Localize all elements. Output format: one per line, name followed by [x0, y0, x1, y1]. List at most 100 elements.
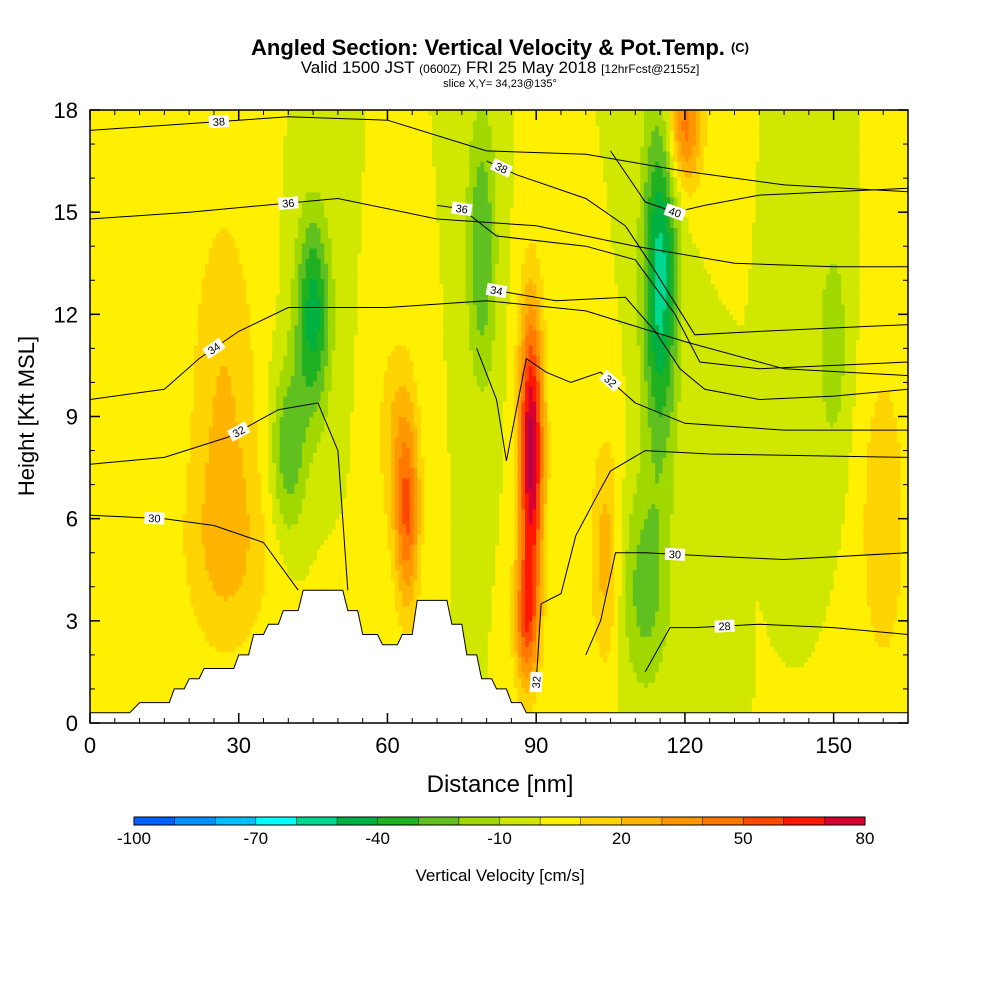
velocity-cell [228, 457, 232, 463]
velocity-cell [205, 595, 209, 601]
velocity-cell [123, 565, 127, 571]
velocity-cell [213, 294, 217, 300]
velocity-cell [168, 600, 172, 606]
velocity-cell [123, 452, 127, 458]
velocity-cell [112, 677, 116, 683]
velocity-cell [231, 493, 235, 499]
velocity-cell [149, 590, 153, 596]
velocity-cell [123, 524, 127, 530]
velocity-cell [138, 575, 142, 581]
velocity-cell [94, 146, 98, 152]
velocity-cell [120, 335, 124, 341]
velocity-cell [101, 279, 105, 285]
velocity-cell [172, 233, 176, 239]
velocity-cell [205, 202, 209, 208]
velocity-cell [135, 529, 139, 535]
velocity-cell [242, 585, 246, 591]
velocity-cell [131, 233, 135, 239]
velocity-cell [131, 575, 135, 581]
velocity-cell [131, 289, 135, 295]
velocity-cell [138, 462, 142, 468]
velocity-cell [209, 585, 213, 591]
velocity-cell [216, 432, 220, 438]
velocity-cell [176, 534, 180, 540]
velocity-cell [138, 350, 142, 356]
velocity-cell [120, 187, 124, 193]
velocity-cell [224, 519, 228, 525]
velocity-cell [205, 549, 209, 555]
velocity-cell [142, 498, 146, 504]
velocity-cell [135, 493, 139, 499]
velocity-cell [205, 657, 209, 663]
velocity-cell [213, 457, 217, 463]
velocity-cell [187, 325, 191, 331]
velocity-cell [242, 636, 246, 642]
velocity-cell [142, 473, 146, 479]
velocity-cell [231, 411, 235, 417]
velocity-cell [138, 110, 142, 116]
velocity-cell [179, 187, 183, 193]
velocity-cell [209, 233, 213, 239]
velocity-cell [190, 325, 194, 331]
velocity-cell [190, 253, 194, 259]
velocity-cell [228, 452, 232, 458]
velocity-cell [187, 488, 191, 494]
velocity-cell [142, 355, 146, 361]
velocity-cell [194, 616, 198, 622]
velocity-cell [231, 187, 235, 193]
velocity-cell [120, 268, 124, 274]
velocity-cell [127, 488, 131, 494]
velocity-cell [146, 442, 150, 448]
velocity-cell [161, 350, 165, 356]
velocity-cell [112, 611, 116, 617]
velocity-cell [209, 258, 213, 264]
velocity-cell [94, 130, 98, 136]
velocity-cell [239, 253, 243, 259]
velocity-cell [138, 151, 142, 157]
velocity-cell [202, 115, 206, 121]
velocity-cell [131, 222, 135, 228]
velocity-cell [157, 478, 161, 484]
velocity-cell [228, 626, 232, 632]
velocity-cell [168, 273, 172, 279]
velocity-cell [187, 340, 191, 346]
velocity-cell [157, 166, 161, 172]
velocity-cell [112, 697, 116, 703]
velocity-cell [220, 335, 224, 341]
velocity-cell [224, 626, 228, 632]
velocity-cell [135, 279, 139, 285]
velocity-cell [131, 447, 135, 453]
velocity-cell [94, 580, 98, 586]
velocity-cell [138, 452, 142, 458]
velocity-cell [224, 422, 228, 428]
velocity-cell [161, 570, 165, 576]
velocity-cell [231, 651, 235, 657]
velocity-cell [116, 386, 120, 392]
velocity-cell [97, 442, 101, 448]
velocity-cell [205, 222, 209, 228]
velocity-cell [127, 197, 131, 203]
velocity-cell [231, 136, 235, 142]
velocity-cell [131, 212, 135, 218]
velocity-cell [109, 171, 113, 177]
velocity-cell [131, 386, 135, 392]
velocity-cell [161, 248, 165, 254]
velocity-cell [235, 473, 239, 479]
velocity-cell [112, 289, 116, 295]
velocity-cell [109, 386, 113, 392]
velocity-cell [135, 182, 139, 188]
velocity-cell [213, 314, 217, 320]
velocity-cell [157, 427, 161, 433]
velocity-cell [235, 376, 239, 382]
velocity-cell [153, 360, 157, 366]
velocity-cell [220, 452, 224, 458]
velocity-cell [190, 437, 194, 443]
velocity-cell [105, 682, 109, 688]
velocity-cell [231, 483, 235, 489]
velocity-cell [116, 146, 120, 152]
velocity-cell [198, 524, 202, 530]
velocity-cell [142, 146, 146, 152]
velocity-cell [228, 519, 232, 525]
velocity-cell [231, 611, 235, 617]
velocity-cell [101, 606, 105, 612]
